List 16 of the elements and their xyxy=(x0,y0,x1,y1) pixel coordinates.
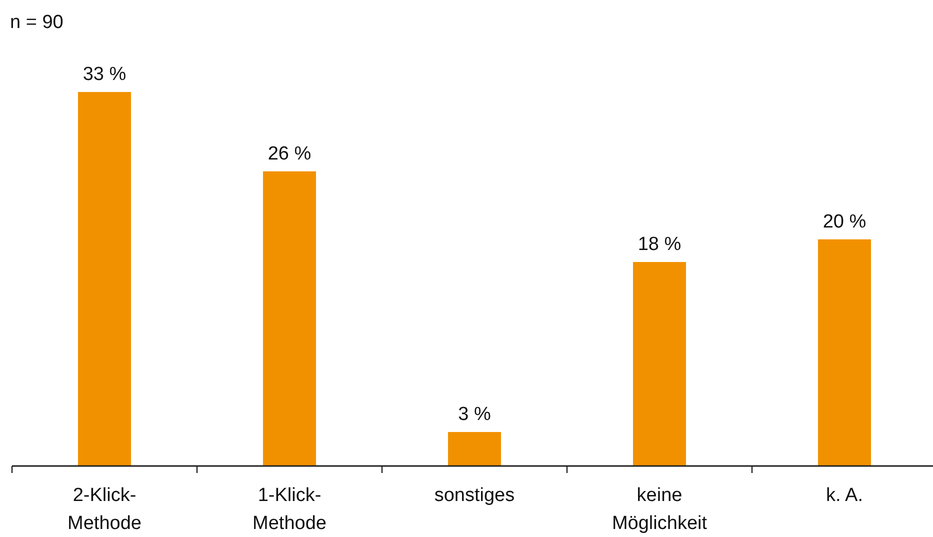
data-label: 18 % xyxy=(638,234,682,255)
bar xyxy=(818,239,871,466)
data-label: 33 % xyxy=(82,64,126,85)
x-tick-label: 1-Klick-Methode xyxy=(252,485,326,534)
bar xyxy=(78,92,131,466)
x-tick-label: sonstiges xyxy=(434,485,515,506)
data-label: 3 % xyxy=(458,404,491,425)
bar xyxy=(633,262,686,466)
data-label: 26 % xyxy=(268,143,312,164)
bar xyxy=(448,432,501,466)
x-tick-label: 2-Klick-Methode xyxy=(68,485,142,534)
data-label: 20 % xyxy=(822,211,866,232)
bar xyxy=(263,171,316,466)
text: n = 90 xyxy=(10,12,64,33)
x-tick-label: k. A. xyxy=(826,485,863,506)
x-tick-label: keine Möglichkeit xyxy=(612,485,708,534)
